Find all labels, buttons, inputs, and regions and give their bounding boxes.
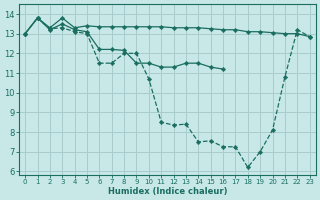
X-axis label: Humidex (Indice chaleur): Humidex (Indice chaleur) xyxy=(108,187,227,196)
